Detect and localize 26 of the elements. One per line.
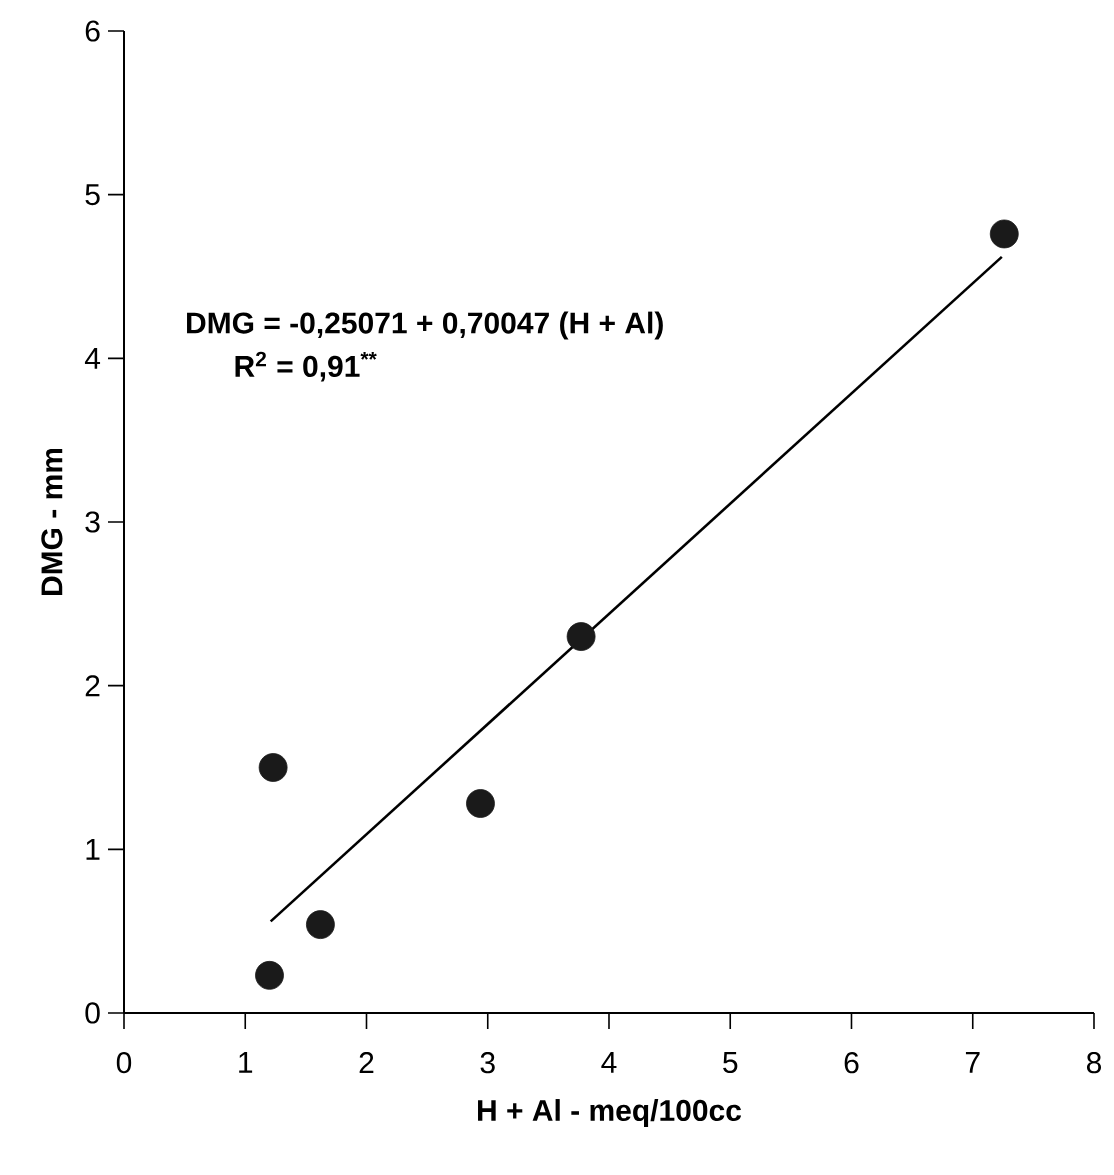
y-tick-label: 0 — [85, 1002, 100, 1024]
x-tick-label: 4 — [601, 1052, 617, 1073]
point — [989, 219, 1019, 249]
y-tick-label: 5 — [85, 184, 100, 206]
y-axis-title: DMG - mm — [41, 448, 63, 595]
x-axis-title: H + Al - meq/100cc — [478, 1099, 742, 1127]
point — [258, 753, 288, 782]
y-tick-label: 1 — [86, 839, 100, 860]
y-tick-label: 4 — [84, 348, 101, 369]
annotation: R$^{2}$ = 0,91$^{**}$ — [235, 351, 377, 382]
y-tick-label: 3 — [85, 511, 100, 533]
point — [255, 960, 284, 990]
x-tick-label: 3 — [480, 1052, 495, 1074]
x-tick-label: 5 — [723, 1052, 738, 1073]
x-tick-label: 1 — [239, 1052, 253, 1073]
x-tick-label: 2 — [359, 1052, 374, 1074]
x-tick-label: 6 — [844, 1052, 859, 1074]
point — [466, 789, 495, 818]
x-tick-label: 7 — [965, 1052, 980, 1073]
y-tick-label: 2 — [85, 675, 100, 697]
point — [566, 622, 596, 651]
point — [306, 910, 335, 940]
x-tick-label: 0 — [116, 1052, 132, 1074]
x-tick-label: 8 — [1086, 1052, 1102, 1074]
annotation: DMG = -0,25071 + 0,70047 (H + Al) — [187, 311, 663, 340]
y-tick-label: 6 — [85, 20, 100, 42]
